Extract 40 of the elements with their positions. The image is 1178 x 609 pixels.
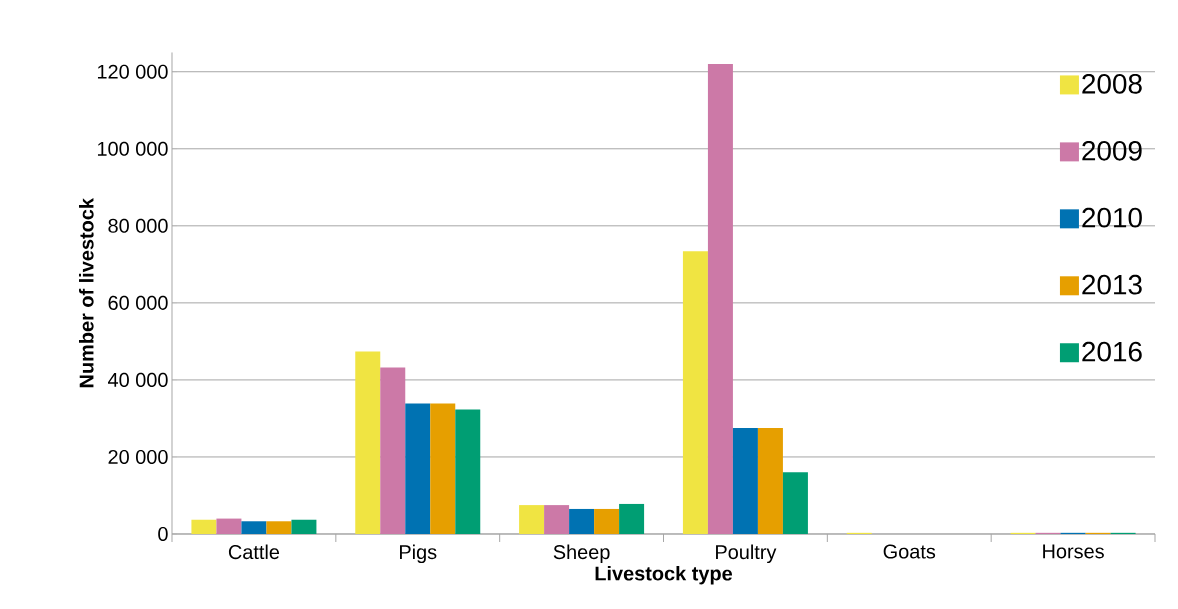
- y-tick-label: 120 000: [97, 64, 168, 79]
- bar: [757, 428, 783, 534]
- y-tick-label: 0: [158, 526, 168, 542]
- bar: [682, 251, 708, 534]
- x-tick-label: Goats: [883, 544, 936, 559]
- legend-label: 2009: [1082, 140, 1142, 161]
- bar: [707, 64, 733, 534]
- legend-label: 2013: [1082, 274, 1142, 295]
- bar: [519, 505, 545, 534]
- bar: [380, 367, 406, 534]
- legend-label: 2010: [1082, 207, 1142, 228]
- x-tick-label: Horses: [1043, 544, 1104, 559]
- y-tick-label: 60 000: [108, 295, 168, 310]
- bar: [455, 409, 481, 534]
- bar: [216, 518, 242, 534]
- y-tick-label: 80 000: [108, 218, 168, 233]
- x-tick-label: Sheep: [553, 544, 610, 564]
- bar: [594, 508, 620, 534]
- x-tick-label: Cattle: [228, 544, 280, 560]
- bar: [619, 503, 645, 534]
- x-tick-label: Pigs: [400, 544, 437, 564]
- bar: [569, 508, 595, 534]
- bar: [266, 521, 292, 534]
- bar: [241, 521, 267, 534]
- y-tick-label: 40 000: [108, 372, 168, 387]
- x-axis-title: Livestock type: [595, 565, 733, 585]
- bar: [732, 428, 758, 534]
- x-tick-label: Poultry: [716, 544, 777, 564]
- bar: [191, 519, 217, 534]
- bar: [405, 403, 431, 534]
- bar: [544, 505, 570, 534]
- bar: [355, 351, 381, 534]
- bar: [291, 519, 317, 534]
- legend-label: 2016: [1082, 341, 1142, 362]
- y-tick-label: 20 000: [108, 449, 168, 464]
- y-axis-title: Number of livestock: [78, 198, 94, 388]
- y-tick-label: 100 000: [97, 141, 168, 156]
- legend-label: 2008: [1082, 73, 1142, 94]
- bar: [430, 403, 456, 534]
- bar: [782, 472, 808, 534]
